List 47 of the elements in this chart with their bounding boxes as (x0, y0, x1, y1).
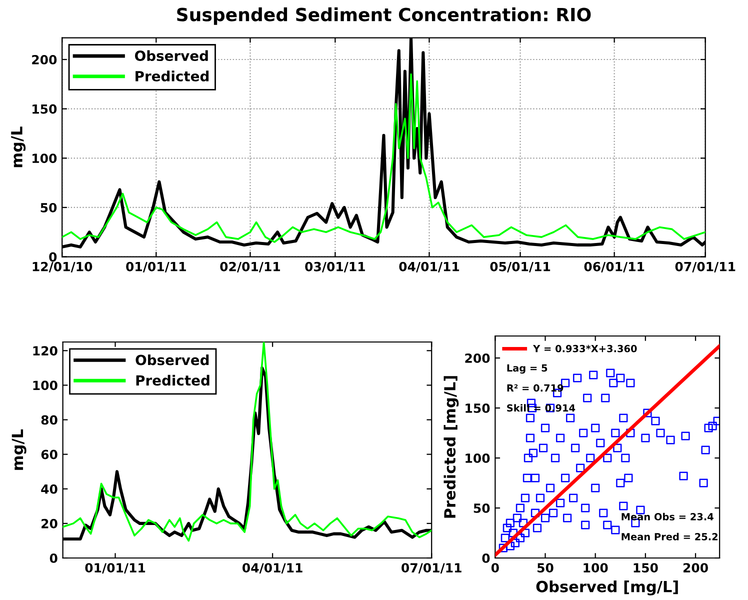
legend-label: Predicted (136, 70, 209, 82)
annotation: Lag = 5 (507, 364, 548, 374)
legend-label: Predicted (136, 374, 210, 386)
x-tick-label: 05/01/11 (490, 262, 550, 272)
y-tick-label: 0 (482, 553, 490, 563)
x-tick-label: 04/01/11 (242, 563, 302, 574)
y-tick-label: 150 (32, 104, 57, 114)
x-tick-label: 01/01/11 (85, 563, 146, 574)
x-tick-label: 04/01/11 (399, 262, 460, 272)
legend-label: Y = 0.933*X+3.360 (532, 344, 637, 352)
x-tick-label: 02/01/11 (220, 262, 280, 272)
legend-label: Observed (135, 50, 208, 62)
x-tick-label: 06/01/11 (584, 262, 644, 272)
y-tick-label: 0 (50, 553, 58, 563)
x-tick-label: 03/01/11 (305, 262, 365, 272)
annotation: Mean Obs = 23.4 (622, 512, 714, 520)
x-tick-label: 12/01/10 (32, 262, 92, 272)
y-axis-title: Predicted [mg/L] (444, 376, 459, 518)
annotation: R² = 0.719 (507, 384, 564, 392)
y-tick-label: 100 (33, 380, 58, 390)
y-tick-label: 150 (466, 403, 490, 413)
y-tick-label: 0 (49, 252, 57, 262)
x-tick-label: 01/01/11 (126, 262, 186, 272)
y-tick-label: 100 (32, 154, 57, 164)
x-tick-label: 07/01/11 (675, 262, 736, 272)
legend-label: Observed (136, 354, 209, 366)
y-tick-label: 60 (41, 450, 58, 460)
y-tick-label: 120 (33, 346, 58, 356)
x-axis-title: Observed [mg/L] (536, 580, 678, 596)
x-tick-label: 150 (634, 563, 658, 573)
y-tick-label: 200 (32, 54, 57, 64)
x-tick-label: 07/01/11 (402, 563, 462, 574)
x-tick-label: 100 (584, 563, 608, 573)
y-tick-label: 50 (40, 202, 57, 212)
y-tick-label: 20 (42, 518, 58, 528)
y-tick-label: 200 (465, 353, 490, 363)
x-tick-label: 200 (683, 563, 708, 573)
y-tick-label: 40 (41, 484, 58, 494)
y-axis-title: mg/L (12, 429, 26, 470)
annotation: Mean Pred = 25.2 (622, 532, 718, 540)
y-tick-label: 50 (474, 503, 490, 513)
x-tick-label: 0 (491, 563, 499, 573)
x-tick-label: 50 (538, 563, 554, 573)
y-tick-label: 80 (41, 415, 58, 425)
chart-title: Suspended Sediment Concentration: RIO (177, 7, 591, 25)
y-axis-title: mg/L (11, 126, 26, 168)
y-tick-label: 100 (466, 453, 490, 463)
